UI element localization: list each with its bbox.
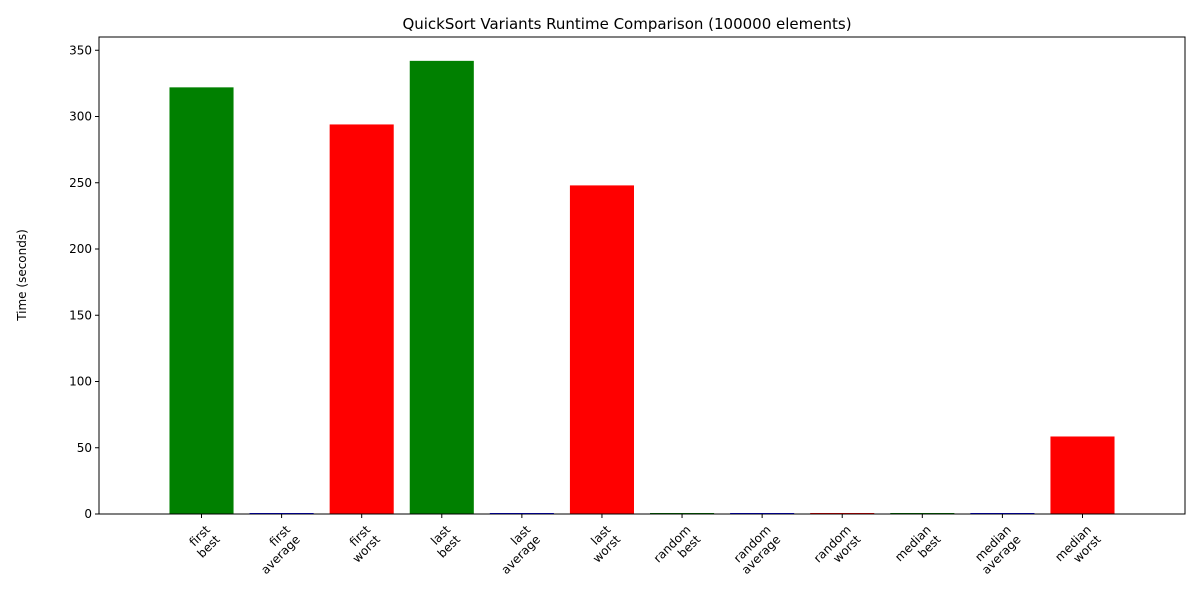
y-tick-label: 50 (77, 441, 92, 455)
chart-title: QuickSort Variants Runtime Comparison (1… (402, 15, 851, 33)
x-tick-label: randomaverage (729, 523, 783, 577)
y-tick-label: 300 (69, 110, 92, 124)
x-tick-label: lastworst (580, 522, 623, 565)
x-tick-label: lastbest (425, 522, 463, 560)
y-axis-ticks: 0 50 100 150 200 250 300 350 (69, 43, 99, 521)
bars-group (169, 60, 1115, 514)
bar-first-best (169, 87, 234, 514)
x-tick-label: medianworst (1052, 522, 1104, 574)
x-tick-label: firstbest (185, 522, 223, 560)
x-axis-ticks: firstbest firstaverage firstworst lastbest l… (185, 514, 1104, 577)
x-tick-label: randombest (651, 522, 704, 575)
bar-first-worst (329, 124, 394, 514)
y-tick-label: 0 (84, 507, 92, 521)
bar-last-worst (569, 185, 634, 514)
x-tick-label: firstworst (340, 522, 383, 565)
y-tick-label: 100 (69, 375, 92, 389)
x-tick-label: lastaverage (489, 522, 544, 577)
x-tick-label: randomworst (811, 522, 864, 575)
y-tick-label: 250 (69, 176, 92, 190)
y-tick-label: 150 (69, 308, 92, 322)
y-tick-label: 350 (69, 43, 92, 57)
bar-median-worst (1050, 436, 1115, 514)
y-tick-label: 200 (69, 242, 92, 256)
y-axis-label: Time (seconds) (15, 229, 29, 322)
bar-last-best (409, 60, 474, 514)
x-tick-label: firstaverage (248, 522, 303, 577)
x-tick-label: medianaverage (969, 523, 1023, 577)
plot-area-frame (98, 36, 1186, 515)
x-tick-label: medianbest (892, 522, 944, 574)
